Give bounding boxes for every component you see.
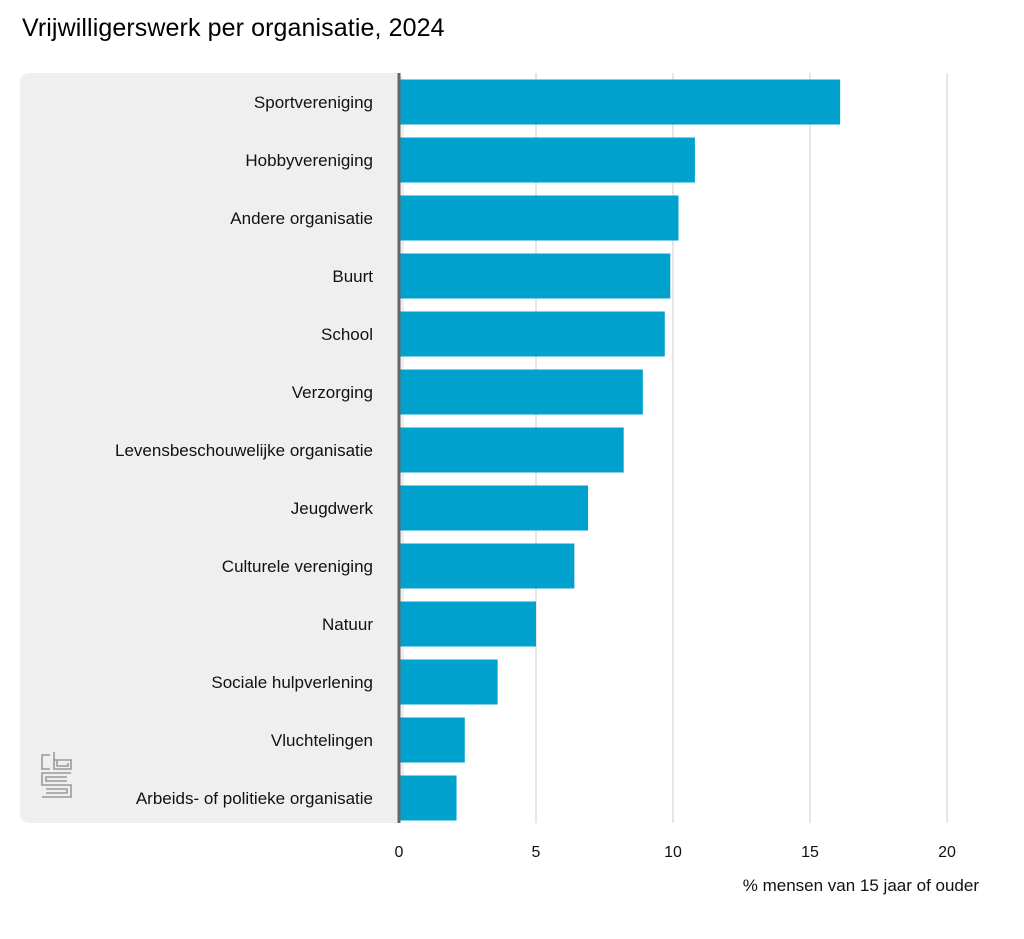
- bars: [399, 79, 841, 821]
- category-label: Arbeids- of politieke organisatie: [136, 789, 373, 808]
- x-tick-label: 15: [801, 844, 819, 861]
- x-tick-label: 10: [664, 844, 682, 861]
- category-label: Vluchtelingen: [271, 731, 373, 750]
- category-label: Culturele vereniging: [222, 557, 373, 576]
- bar: [399, 659, 498, 705]
- x-axis-ticks: 0 5 10 15 20: [395, 844, 956, 861]
- bar: [399, 79, 841, 125]
- category-label: Andere organisatie: [230, 209, 373, 228]
- bar: [399, 253, 671, 299]
- bar: [399, 543, 575, 589]
- category-label: Hobbyvereniging: [245, 151, 373, 170]
- bar: [399, 485, 589, 531]
- category-label: Natuur: [322, 615, 373, 634]
- x-tick-label: 5: [532, 844, 541, 861]
- bar: [399, 775, 457, 821]
- x-tick-label: 0: [395, 844, 404, 861]
- bar: [399, 601, 536, 647]
- bar: [399, 311, 665, 357]
- category-label: Verzorging: [292, 383, 373, 402]
- x-axis-title: % mensen van 15 jaar of ouder: [743, 876, 980, 895]
- category-label: Sportvereniging: [254, 93, 373, 112]
- category-label: Sociale hulpverlening: [211, 673, 373, 692]
- chart-title: Vrijwilligerswerk per organisatie, 2024: [22, 14, 445, 42]
- category-label: Levensbeschouwelijke organisatie: [115, 441, 373, 460]
- bar: [399, 369, 643, 415]
- category-label: School: [321, 325, 373, 344]
- bar: [399, 427, 624, 473]
- category-label-panel: [20, 73, 404, 823]
- cbs-logo-icon: [41, 752, 72, 798]
- x-tick-label: 20: [938, 844, 956, 861]
- bar: [399, 137, 695, 183]
- category-labels: Sportvereniging Hobbyvereniging Andere org…: [115, 93, 373, 808]
- category-label: Jeugdwerk: [291, 499, 374, 518]
- category-label: Buurt: [332, 267, 373, 286]
- bar: [399, 717, 465, 763]
- bar: [399, 195, 679, 241]
